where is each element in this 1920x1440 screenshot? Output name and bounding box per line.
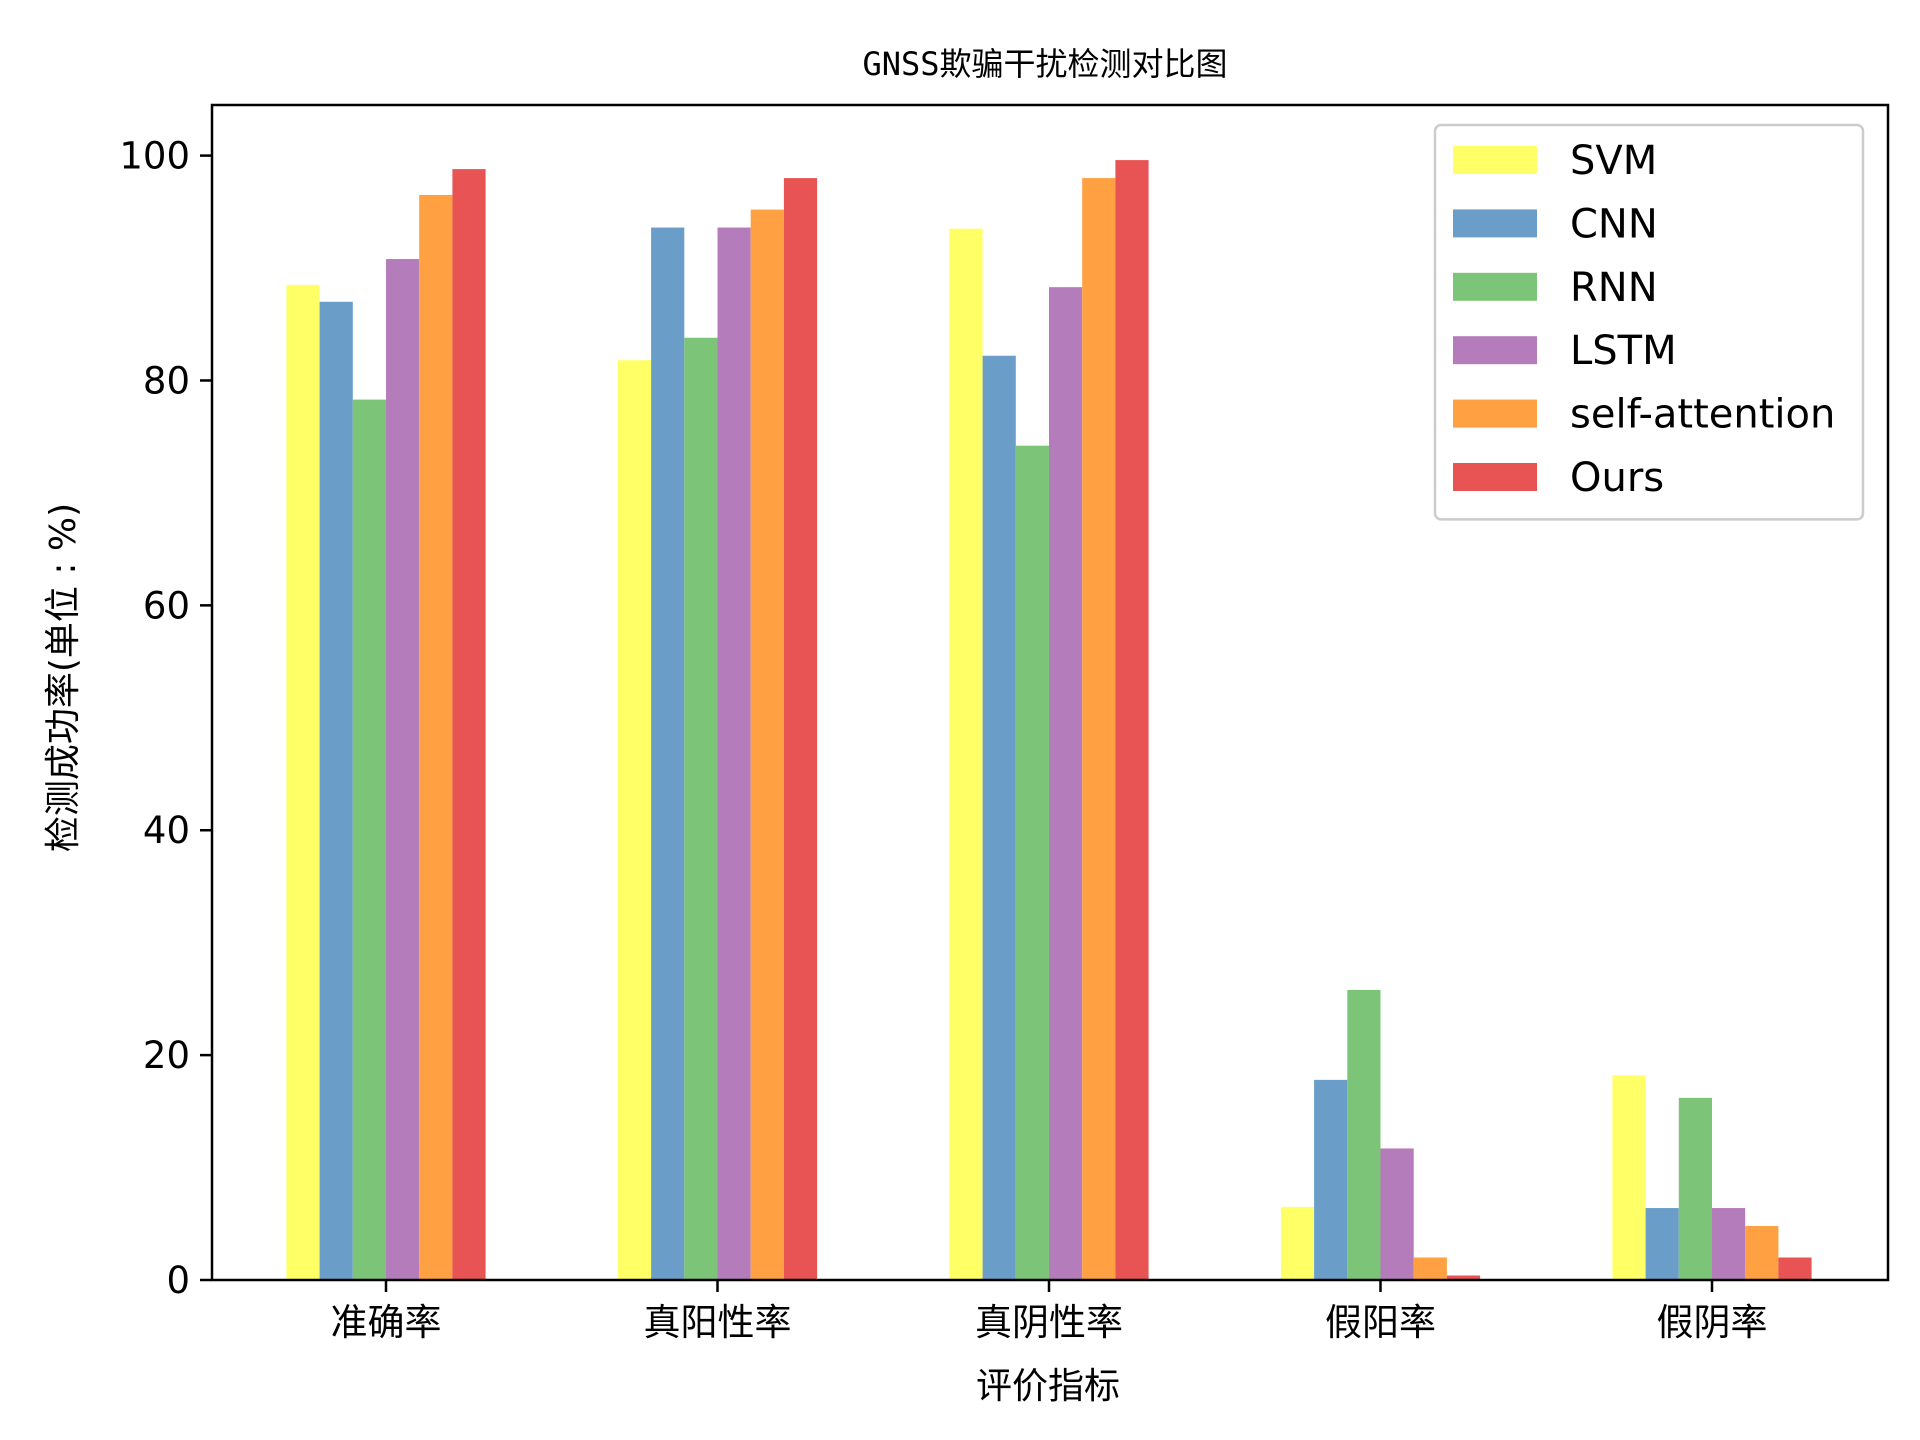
y-axis-label: 检测成功率(单位 : %) [43,503,84,852]
bar-self-attention-4 [1745,1226,1779,1280]
bar-lstm-3 [1380,1148,1414,1280]
legend-swatch-cnn [1453,209,1537,238]
legend-swatch-rnn [1453,272,1537,301]
bar-svm-3 [1280,1206,1315,1280]
bar-rnn-0 [352,399,386,1281]
y-tick-label: 20 [143,1034,190,1077]
bar-self-attention-0 [419,194,453,1281]
y-tick-label: 60 [143,584,190,627]
x-tick-label: 真阳性率 [644,1301,792,1344]
chart-title: GNSS欺骗干扰检测对比图 [862,45,1227,83]
bar-cnn-0 [319,301,353,1280]
x-axis: 准确率 真阳性率 真阴性率 假阳率 假阴率 [331,1280,1768,1344]
bar-rnn-1 [684,337,718,1280]
bar-self-attention-2 [1082,178,1116,1281]
legend-label-self-attention: self-attention [1570,392,1835,438]
bar-svm-4 [1612,1075,1646,1280]
bar-self-attention-3 [1413,1257,1447,1280]
legend-label-svm: SVM [1570,138,1657,184]
bar-ours-4 [1778,1257,1812,1280]
bar-rnn-4 [1678,1097,1712,1280]
bar-self-attention-1 [750,209,784,1280]
bar-svm-1 [617,360,652,1280]
bar-ours-2 [1115,160,1149,1281]
bar-cnn-1 [651,227,685,1280]
x-tick-label: 真阴性率 [975,1301,1123,1344]
bar-lstm-2 [1049,287,1083,1280]
bar-lstm-4 [1712,1208,1746,1280]
y-axis: 0 20 40 60 80 100 [119,135,212,1302]
y-tick-label: 80 [143,359,190,402]
y-tick-label: 100 [119,135,190,178]
legend-label-ours: Ours [1570,455,1664,501]
bar-lstm-1 [717,227,751,1280]
legend-box [1433,123,1865,521]
legend-swatch-svm [1453,146,1537,174]
legend-label-lstm: LSTM [1570,328,1677,374]
x-tick-label: 准确率 [331,1301,442,1344]
bar-ours-3 [1446,1275,1481,1280]
legend-swatch-self-attention [1453,399,1537,428]
bar-cnn-3 [1314,1079,1348,1280]
bars-group [286,160,1812,1281]
bar-ours-1 [783,178,818,1281]
legend-label-rnn: RNN [1570,265,1658,311]
bar-cnn-2 [982,355,1016,1280]
bar-rnn-2 [1015,445,1049,1280]
bar-svm-2 [949,228,983,1281]
y-tick-label: 0 [166,1259,190,1302]
bar-ours-0 [452,169,486,1281]
y-tick-label: 40 [143,809,190,852]
bar-rnn-3 [1347,989,1381,1280]
bar-cnn-4 [1645,1208,1679,1280]
x-tick-label: 假阳率 [1325,1301,1436,1344]
legend-label-cnn: CNN [1570,201,1658,247]
bar-lstm-0 [386,259,420,1280]
legend: SVM CNN RNN LSTM self-attention Ours [1433,123,1865,521]
legend-swatch-ours [1453,463,1537,491]
x-tick-label: 假阴率 [1657,1301,1768,1344]
bar-svm-0 [286,284,320,1280]
legend-swatch-lstm [1453,336,1537,365]
x-axis-label: 评价指标 [976,1366,1120,1407]
